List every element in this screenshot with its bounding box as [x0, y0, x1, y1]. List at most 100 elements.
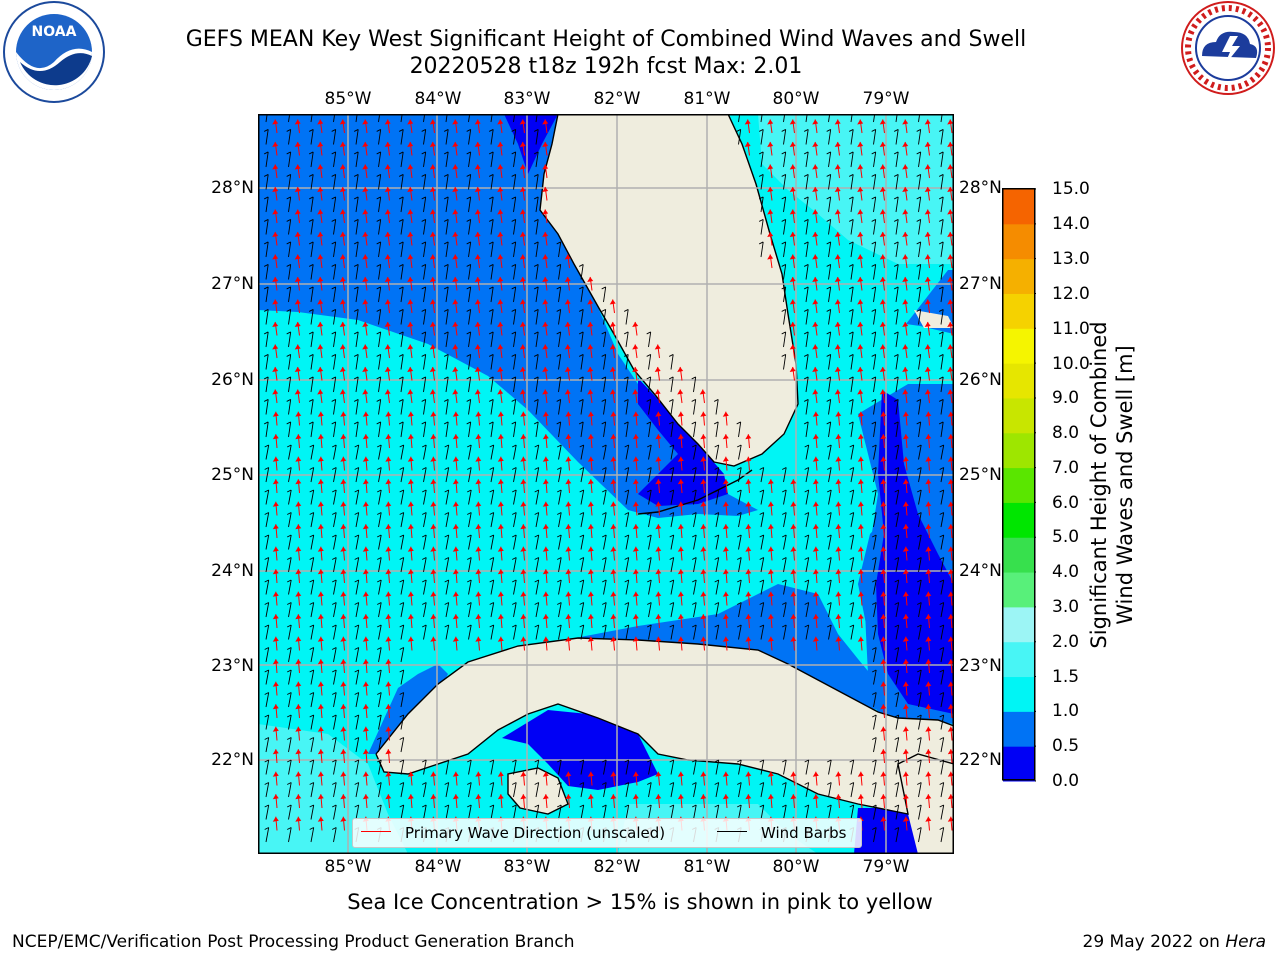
- wave-arrow-head: [317, 681, 324, 687]
- wave-arrow-head: [362, 344, 369, 350]
- wind-barb-flag: [512, 602, 517, 605]
- wind-barb-flag: [827, 602, 832, 605]
- wind-barb-flag: [557, 579, 562, 583]
- wind-barb-flag: [758, 129, 764, 132]
- wind-barb-flag: [354, 534, 359, 538]
- wind-barb-flag: [826, 309, 831, 312]
- wave-arrow-head: [722, 546, 729, 552]
- wind-barb-flag: [533, 331, 539, 335]
- wind-barb-flag: [422, 534, 427, 538]
- wind-barb-flag: [511, 219, 516, 222]
- wind-barb: [378, 534, 382, 550]
- wind-barb-flag: [669, 534, 674, 538]
- wind-barb-flag: [759, 579, 764, 583]
- wind-barb-flag: [938, 421, 944, 425]
- wind-barb-flag: [894, 489, 899, 493]
- wind-barb: [423, 174, 427, 190]
- wind-barb-flag: [916, 241, 921, 245]
- wind-barb-flag: [263, 219, 269, 222]
- wind-barb: [940, 737, 945, 753]
- wind-barb-flag: [444, 557, 449, 560]
- wave-arrow-head: [429, 344, 436, 350]
- wind-barb-flag: [422, 467, 427, 470]
- wind-barb: [265, 602, 270, 618]
- wind-barb-flag: [781, 286, 786, 290]
- wave-arrow-head: [295, 681, 302, 687]
- wind-barb: [265, 624, 270, 640]
- wave-arrow-head: [767, 186, 774, 192]
- wind-barb: [895, 602, 900, 618]
- wind-barb-flag: [602, 804, 607, 808]
- wave-arrow-head: [272, 276, 279, 282]
- wind-barb-flag: [624, 534, 629, 538]
- wind-barb: [715, 534, 720, 550]
- wind-barb-flag: [399, 557, 404, 560]
- wave-arrow-head: [497, 794, 504, 800]
- wind-barb-flag: [669, 557, 674, 560]
- wind-barb-flag: [309, 737, 314, 740]
- wind-barb-flag: [624, 579, 629, 583]
- wave-arrow-head: [610, 501, 617, 507]
- wave-arrow-head: [430, 794, 437, 800]
- wind-barb: [535, 309, 539, 325]
- wave-arrow-head: [542, 524, 549, 530]
- wave-arrow-head: [745, 614, 752, 620]
- wave-arrow-head: [925, 614, 932, 620]
- wind-barb: [310, 309, 314, 325]
- wind-barb-flag: [893, 421, 899, 425]
- wind-barb: [715, 759, 720, 775]
- colorbar-tick-4: 4.0: [1052, 562, 1080, 582]
- wind-barb: [355, 444, 360, 460]
- wind-barb: [378, 714, 382, 730]
- wind-barb: [468, 129, 472, 145]
- wave-arrow-head: [429, 254, 436, 260]
- wave-arrow-head: [384, 321, 391, 327]
- wind-barb: [445, 196, 449, 213]
- wind-barb-flag: [848, 286, 854, 290]
- wave-arrow-head: [789, 344, 796, 350]
- wave-arrow-head: [317, 209, 324, 215]
- wave-arrow-head: [407, 614, 414, 620]
- wind-barb-flag: [602, 579, 607, 583]
- wind-barb: [693, 512, 697, 528]
- wind-barb: [895, 174, 899, 190]
- wind-barb: [738, 804, 742, 820]
- wind-barb: [783, 534, 787, 550]
- wind-barb: [828, 782, 832, 798]
- wind-barb: [400, 602, 405, 618]
- wind-barb-flag: [421, 376, 426, 380]
- wind-barb-flag: [354, 759, 359, 763]
- wind-barb: [850, 219, 854, 235]
- wind-barb: [423, 399, 427, 415]
- wave-arrow-head: [317, 141, 324, 147]
- wave-arrow-head: [317, 771, 324, 777]
- wind-barb: [513, 512, 517, 528]
- wind-barb: [738, 489, 742, 505]
- wave-arrow-head: [407, 411, 414, 417]
- wave-arrow-head: [722, 456, 729, 462]
- wave-arrow-head: [587, 524, 594, 530]
- wind-barb-flag: [826, 129, 831, 132]
- wave-arrow-head: [542, 344, 549, 350]
- wind-barb-flag: [557, 557, 562, 560]
- wind-barb: [355, 309, 359, 325]
- wind-barb-flag: [421, 399, 426, 402]
- wind-barb: [265, 692, 270, 708]
- wind-barb-flag: [804, 624, 809, 628]
- colorbar-tick-11: 11.0: [1052, 319, 1090, 339]
- wave-arrow-head: [879, 209, 886, 215]
- wind-barb-flag: [916, 376, 921, 380]
- wave-arrow-head: [789, 299, 796, 305]
- wind-barb: [918, 579, 922, 595]
- wind-barb-flag: [557, 782, 562, 785]
- wind-barb: [783, 264, 787, 280]
- wind-barb-flag: [871, 174, 876, 177]
- wind-barb-flag: [759, 467, 764, 470]
- wind-barb-flag: [309, 467, 314, 470]
- wind-barb: [940, 421, 944, 438]
- wind-barb: [648, 759, 652, 775]
- wind-barb: [468, 782, 472, 798]
- wind-barb-flag: [467, 759, 472, 763]
- wave-arrow-head: [789, 209, 796, 215]
- wave-arrow-head: [429, 119, 436, 125]
